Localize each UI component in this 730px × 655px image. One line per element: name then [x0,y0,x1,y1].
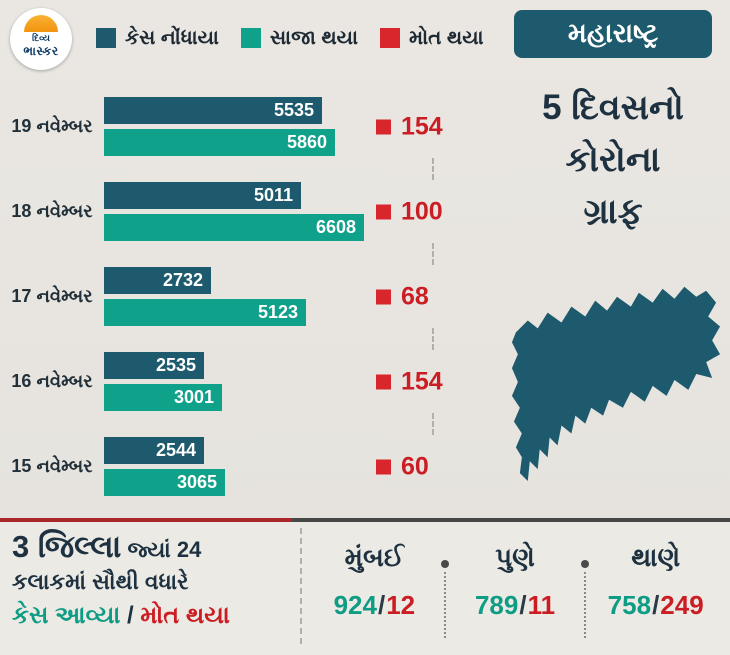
slash-icon: / [377,590,386,620]
footer-caption: 3 જિલ્લા જ્યાં 24 કલાકમાં સૌથી વધારે કેસ… [12,530,294,633]
footer: 3 જિલ્લા જ્યાં 24 કલાકમાં સૌથી વધારે કેસ… [0,518,730,655]
chart-legend: કેસ નોંધાયા સાજા થયા મોત થયા [96,20,484,56]
district-stats: 758/249 [585,590,726,621]
bar-group: 5011 6608 [104,182,364,241]
district-pune: પુણે 789/11 [440,536,586,638]
cases-bar: 2544 [104,437,204,464]
legend-label: મોત થયા [408,26,484,49]
district-name: પુણે [495,542,535,572]
bar-chart: 19 નવેમ્બર 5535 5860 154 18 નવેમ્બર 5011 6608 1… [0,84,505,509]
deaths-word: મોત થયા [140,602,230,629]
recovered-bar: 5123 [104,299,306,326]
deaths-marker: 60 [376,452,429,481]
bar-group: 5535 5860 [104,97,335,156]
recovered-bar: 3001 [104,384,222,411]
slash-icon: / [519,590,527,620]
divider-dot-icon [581,560,590,568]
district-cases: 758 [607,590,652,620]
footer-top-border [0,518,730,522]
death-count: 100 [401,197,443,225]
cases-bar: 5011 [104,182,301,209]
page-title: 5 દિવસનો કોરોના ગ્રાફ [510,82,716,238]
footer-vertical-divider [300,528,302,644]
district-name: મુંબઈ [344,542,404,572]
cases-bar: 5535 [104,97,322,124]
divya-bhaskar-logo: દિવ્ય ભાસ્કર [10,8,72,70]
logo-text-top: દિવ્ય [32,33,50,43]
deaths-marker: 154 [376,367,443,396]
caption-rest: જ્યાં 24 [121,537,202,562]
logo-text-bottom: ભાસ્કર [23,44,59,58]
district-mumbai: મુંબઈ 924/12 [304,536,445,621]
date-label: 18 નવેમ્બર [11,201,93,221]
chart-row: 18 નવેમ્બર 5011 6608 100 [0,169,505,265]
death-square-icon [376,459,391,474]
divider-dot-icon [440,560,449,568]
top-districts: મુંબઈ 924/12 પુણે 789/11 થાણે 758/249 [304,536,726,638]
district-thane: થાણે 758/249 [581,536,726,638]
death-square-icon [376,374,391,389]
footer-border-red [0,518,292,522]
title-line-3: ગ્રાફ [583,192,643,231]
recovered-bar: 5860 [104,129,335,156]
cases-bar: 2732 [104,267,211,294]
district-cases: 789 [474,590,519,620]
district-deaths: 11 [527,590,556,620]
district-deaths: 249 [660,590,704,620]
title-line-1: 5 દિવસનો [542,88,684,127]
death-count: 68 [401,282,429,310]
chart-row: 16 નવેમ્બર 2535 3001 154 [0,339,505,435]
death-count: 154 [401,367,443,395]
legend-item-cases: કેસ નોંધાયા [96,27,219,50]
footer-caption-line2: કલાકમાં સૌથી વધારે [12,569,189,594]
deaths-marker: 100 [376,197,443,226]
district-deaths: 12 [386,590,416,620]
bar-group: 2544 3065 [104,437,225,496]
date-label: 16 નવેમ્બર [11,371,93,391]
footer-caption-line3: કેસ આવ્યા / મોત થયા [12,599,294,633]
recovered-swatch-icon [240,28,261,48]
district-name: થાણે [631,542,681,572]
legend-item-recovered: સાજા થયા [240,26,358,50]
chart-row: 17 નવેમ્બર 2732 5123 68 [0,254,505,350]
date-label: 19 નવેમ્બર [11,116,93,136]
death-square-icon [376,289,391,304]
bar-group: 2535 3001 [104,352,222,411]
slash-separator: / [120,602,141,629]
legend-label: સાજા થયા [269,26,358,49]
cases-swatch-icon [96,28,116,48]
legend-label: કેસ નોંધાયા [125,26,219,49]
sun-icon [24,15,58,32]
legend-item-deaths: મોત થયા [379,26,484,50]
district-stats: 924/12 [304,590,445,621]
districts-count: 3 જિલ્લા [12,529,122,564]
deaths-marker: 154 [376,112,443,141]
title-line-2: કોરોના [565,140,661,179]
recovered-bar: 6608 [104,214,364,241]
death-count: 154 [401,112,443,140]
state-name-badge: મહારાષ્ટ્ર [514,10,712,58]
deaths-swatch-icon [379,28,400,48]
death-square-icon [376,204,391,219]
district-stats: 789/11 [445,590,586,621]
cases-word: કેસ આવ્યા [12,602,121,629]
recovered-bar: 3065 [104,469,225,496]
death-square-icon [376,119,391,134]
maharashtra-map [511,286,721,482]
deaths-marker: 68 [376,282,429,311]
slash-icon: / [652,590,660,620]
chart-row: 19 નવેમ્બર 5535 5860 154 [0,84,505,180]
district-cases: 924 [333,590,377,620]
footer-caption-line1: 3 જિલ્લા જ્યાં 24 [12,530,294,567]
bar-group: 2732 5123 [104,267,306,326]
date-label: 15 નવેમ્બર [11,456,93,476]
death-count: 60 [401,452,429,480]
footer-border-dark [292,518,730,522]
chart-row: 15 નવેમ્બર 2544 3065 60 [0,424,505,509]
date-label: 17 નવેમ્બર [11,286,93,306]
cases-bar: 2535 [104,352,204,379]
